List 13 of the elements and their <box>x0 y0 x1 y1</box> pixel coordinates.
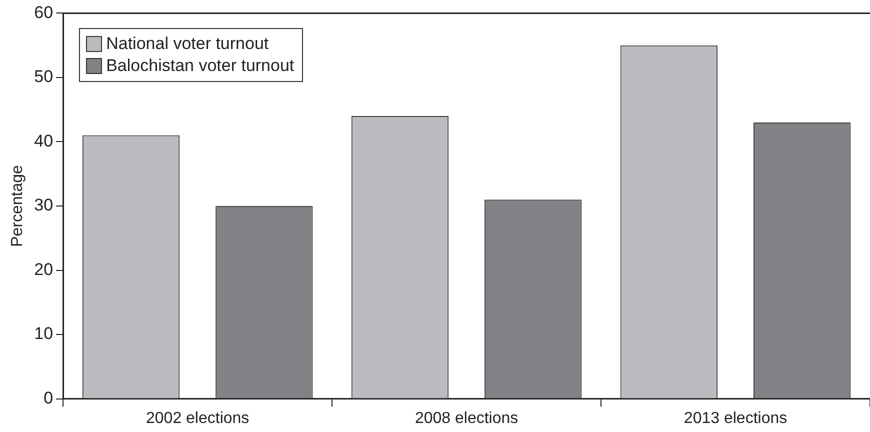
y-tick-label: 30 <box>34 196 54 215</box>
x-tick-label: 2008 elections <box>414 410 518 427</box>
y-tick-label: 10 <box>34 324 54 344</box>
y-tick-label: 0 <box>44 388 54 408</box>
x-tick-label: 2013 elections <box>684 410 788 427</box>
y-tick-label: 50 <box>34 67 54 86</box>
legend-label: National voter turnout <box>106 34 269 54</box>
y-axis-title: Percentage <box>9 164 26 247</box>
x-tick-label: 2002 elections <box>146 410 250 427</box>
y-tick-label: 20 <box>34 260 54 279</box>
y-tick-label: 40 <box>34 131 54 150</box>
y-tick-label: 60 <box>34 2 54 22</box>
legend-label: Balochistan voter turnout <box>106 56 294 76</box>
